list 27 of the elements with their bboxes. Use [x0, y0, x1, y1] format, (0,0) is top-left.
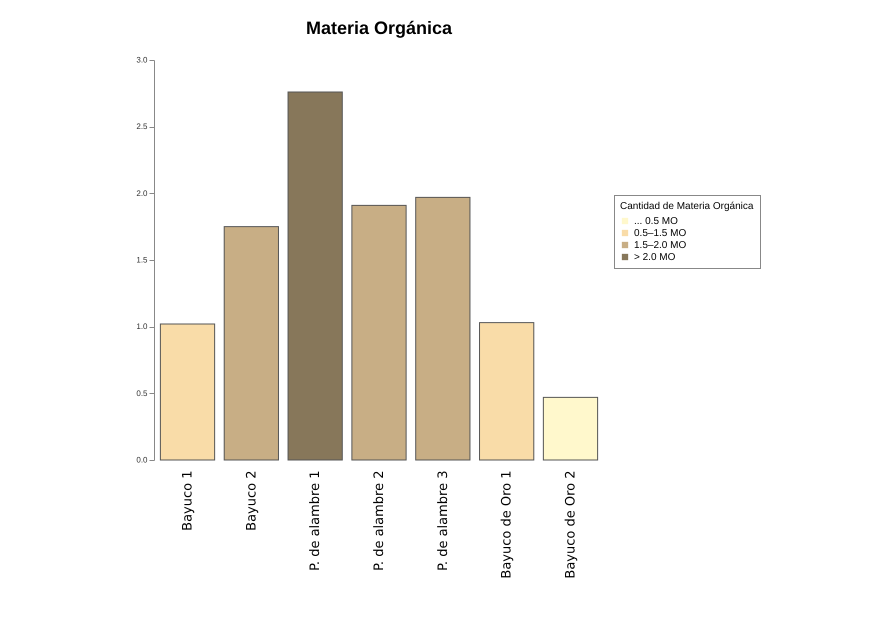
y-tick-label: 1.0: [136, 322, 148, 332]
y-tick-label: 3.0: [136, 56, 148, 64]
x-tick-label: Bayuco de Oro 2: [563, 470, 578, 579]
y-tick-label: 0.5: [136, 388, 148, 398]
x-tick-label: Bayuco 1: [180, 470, 196, 531]
bar: [542, 396, 598, 460]
bar: [224, 226, 279, 460]
x-tick-label: P. de alambre 1: [308, 470, 324, 571]
x-tick-label: P. de alambre 2: [372, 470, 387, 571]
bar: [160, 324, 216, 460]
legend-label: 1.5–2.0 MO: [634, 240, 686, 251]
x-tick-label: Bayuco 2: [244, 470, 260, 531]
y-tick-label: 2.0: [136, 188, 148, 198]
legend-title: Cantidad de Materia Orgánica: [620, 201, 754, 212]
y-tick-label: 1.5: [136, 256, 148, 264]
legend-label: > 2.0 MO: [634, 252, 676, 263]
bar: [351, 204, 407, 460]
x-tick-label: Bayuco de Oro 1: [500, 470, 515, 579]
bar: [479, 322, 534, 460]
x-tick-label: P. de alambre 3: [436, 470, 451, 571]
bar: [288, 92, 343, 460]
y-tick-label: 0.0: [136, 456, 148, 464]
legend-label: ... 0.5 MO: [634, 216, 678, 227]
chart-title: Materia Orgánica: [306, 18, 454, 38]
bar: [415, 196, 470, 460]
legend-label: 0.5–1.5 MO: [634, 228, 686, 239]
y-tick-label: 2.5: [136, 122, 148, 132]
